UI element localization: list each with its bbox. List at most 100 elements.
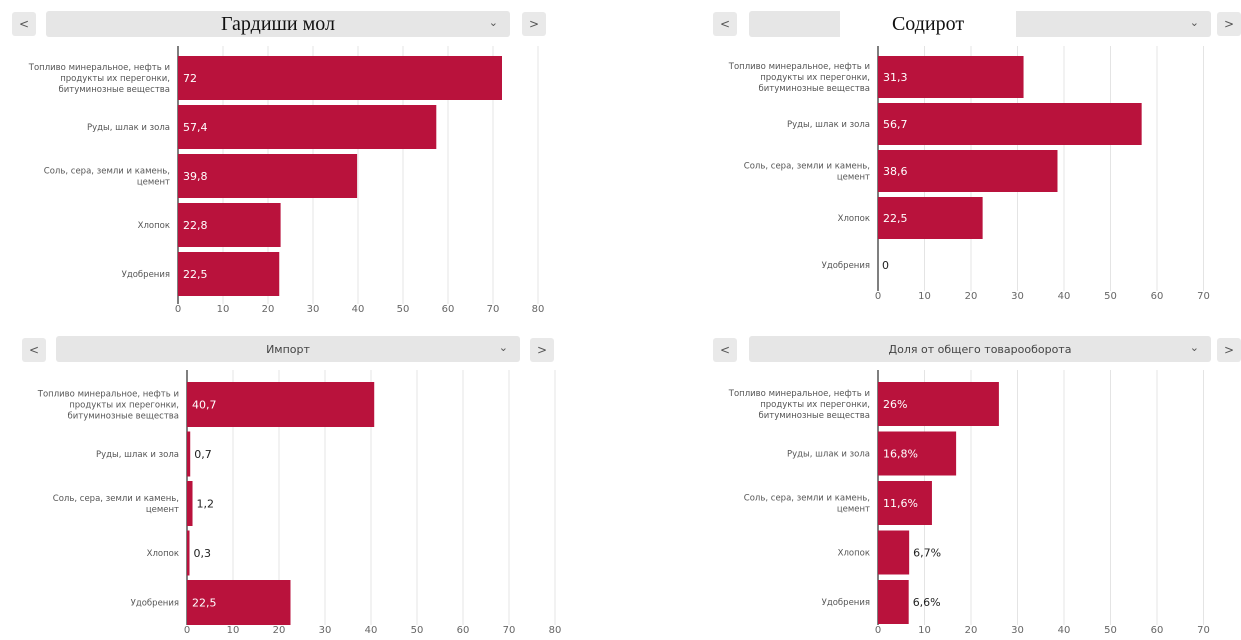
chevron-right-icon: > — [1223, 17, 1235, 31]
bar[interactable] — [878, 481, 932, 525]
select-value-3: Импорт — [266, 342, 310, 356]
x-tick-label: 70 — [503, 625, 516, 636]
x-tick-label: 50 — [411, 625, 424, 636]
bar-value-label: 0,3 — [194, 547, 212, 560]
category-label: Хлопок — [138, 221, 170, 231]
bar[interactable] — [178, 105, 437, 149]
bar[interactable] — [178, 154, 358, 198]
chevron-right-icon: > — [536, 343, 548, 357]
bar[interactable] — [178, 203, 281, 247]
chevron-down-icon: ⌄ — [1189, 16, 1199, 29]
bar[interactable] — [187, 481, 193, 526]
x-tick-label: 40 — [352, 304, 365, 315]
chevron-left-icon: < — [719, 343, 731, 357]
bar[interactable] — [187, 431, 191, 477]
x-tick-label: 0 — [184, 625, 190, 636]
category-label: Руды, шлак и зола — [96, 450, 179, 460]
next-button-3[interactable]: > — [530, 338, 554, 362]
bar[interactable] — [878, 530, 910, 575]
bar[interactable] — [878, 150, 1058, 192]
bar-value-label: 57,4 — [183, 121, 208, 134]
chart-1: 0 10 20 30 40 50 60 70 80 72 Топливо минеральное, … — [28, 46, 544, 315]
category-label: Руды, шлак и зола — [87, 123, 170, 133]
x-tick-label: 60 — [1151, 291, 1164, 302]
bar-value-label: 38,6 — [883, 165, 908, 178]
category-label: Удобрения — [122, 270, 170, 280]
bar[interactable] — [178, 252, 280, 296]
x-tick-label: 0 — [175, 304, 181, 315]
x-tick-label: 70 — [1197, 625, 1210, 636]
x-tick-label: 0 — [875, 291, 881, 302]
x-tick-label: 20 — [965, 625, 978, 636]
category-label: Хлопок — [147, 549, 179, 559]
bar-value-label: 22,5 — [883, 212, 908, 225]
bar[interactable] — [878, 197, 983, 239]
prev-button-3[interactable]: < — [22, 338, 46, 362]
bar-value-label: 22,5 — [183, 268, 208, 281]
x-tick-label: 40 — [1058, 625, 1071, 636]
bar[interactable] — [878, 431, 957, 476]
chevron-right-icon: > — [528, 17, 540, 31]
category-label: Соль, сера, земли и камень, цемент — [53, 494, 179, 515]
category-label: Руды, шлак и зола — [787, 120, 870, 130]
category-select-3[interactable]: Импорт ⌄ — [56, 336, 520, 362]
x-tick-label: 20 — [273, 625, 286, 636]
next-button-1[interactable]: > — [522, 12, 546, 36]
category-label: Удобрения — [822, 261, 870, 271]
x-tick-label: 30 — [1011, 291, 1024, 302]
category-label: Хлопок — [838, 214, 870, 224]
x-tick-label: 40 — [365, 625, 378, 636]
chevron-left-icon: < — [28, 343, 40, 357]
bar-value-label: 39,8 — [183, 170, 208, 183]
x-tick-label: 30 — [319, 625, 332, 636]
bar[interactable] — [187, 530, 190, 576]
next-button-2[interactable]: > — [1217, 12, 1241, 36]
category-select-1[interactable]: Гардиши мол ⌄ — [46, 11, 510, 37]
x-tick-label: 60 — [442, 304, 455, 315]
bar-value-label: 1,2 — [197, 498, 215, 511]
prev-button-2[interactable]: < — [713, 12, 737, 36]
bar[interactable] — [187, 382, 375, 427]
bar-value-label: 56,7 — [883, 118, 908, 131]
next-button-4[interactable]: > — [1217, 338, 1241, 362]
bar-value-label: 26% — [883, 398, 907, 411]
chart-4: 0102030405060708026%Топливо минеральное,… — [728, 370, 1210, 636]
bar[interactable] — [878, 580, 909, 624]
category-label: Хлопок — [838, 549, 870, 559]
bar-value-label: 0,7 — [194, 448, 212, 461]
category-label: Топливо минеральное, нефть и продукты их … — [728, 62, 870, 94]
bar-value-label: 22,5 — [192, 597, 217, 610]
x-tick-label: 50 — [1104, 291, 1117, 302]
bar-value-label: 11,6% — [883, 497, 918, 510]
chevron-down-icon: ⌄ — [1189, 341, 1199, 354]
x-tick-label: 70 — [1197, 291, 1210, 302]
x-tick-label: 30 — [1011, 625, 1024, 636]
prev-button-4[interactable]: < — [713, 338, 737, 362]
x-tick-label: 20 — [262, 304, 275, 315]
x-tick-label: 10 — [227, 625, 240, 636]
x-tick-label: 10 — [918, 291, 931, 302]
bar[interactable] — [187, 580, 291, 625]
x-tick-label: 50 — [397, 304, 410, 315]
bar[interactable] — [878, 103, 1142, 145]
bar[interactable] — [878, 382, 999, 426]
x-tick-label: 80 — [549, 625, 562, 636]
select-value-4: Доля от общего товарооборота — [888, 342, 1072, 356]
prev-button-1[interactable]: < — [12, 12, 36, 36]
category-label: Соль, сера, земли и камень, цемент — [744, 494, 870, 515]
x-tick-label: 60 — [1151, 625, 1164, 636]
bar-value-label: 31,3 — [883, 71, 908, 84]
chevron-down-icon: ⌄ — [488, 17, 498, 29]
category-select-4[interactable]: Доля от общего товарооборота ⌄ — [749, 336, 1211, 362]
category-label: Топливо минеральное, нефть и продукты их … — [28, 63, 170, 95]
bar[interactable] — [178, 56, 502, 100]
bar[interactable] — [878, 56, 1024, 98]
bar-value-label: 22,8 — [183, 219, 208, 232]
bar-value-label: 6,6% — [913, 596, 941, 609]
x-tick-label: 10 — [217, 304, 230, 315]
chevron-right-icon: > — [1223, 343, 1235, 357]
x-tick-label: 10 — [918, 625, 931, 636]
category-label: Удобрения — [131, 599, 179, 609]
bar-value-label: 6,7% — [913, 547, 941, 560]
